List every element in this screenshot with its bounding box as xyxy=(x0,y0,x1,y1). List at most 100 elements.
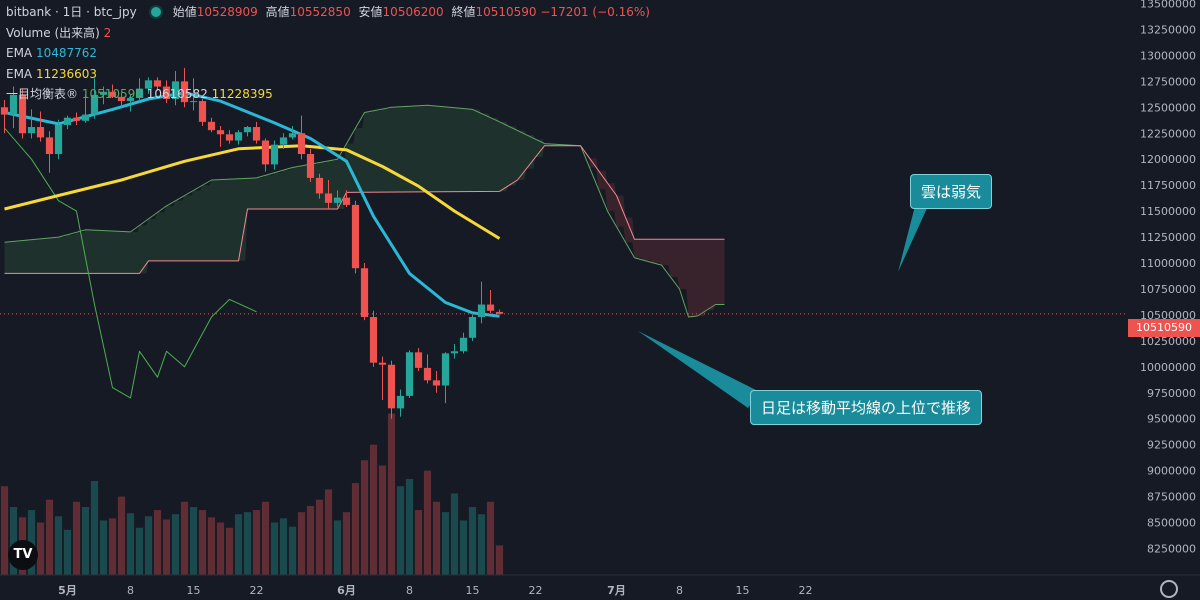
volume-bar xyxy=(333,520,342,575)
time-tick-label-2: 15 xyxy=(187,584,201,597)
candle-down xyxy=(216,130,225,135)
volume-bar xyxy=(225,527,234,575)
ichimoku-chikou-line xyxy=(4,127,257,399)
candle-down xyxy=(414,352,423,368)
volume-bar xyxy=(45,499,54,575)
volume-bar xyxy=(153,510,162,575)
candle-up xyxy=(279,137,288,145)
candle-down xyxy=(324,193,333,203)
candle-down xyxy=(36,127,45,138)
price-tick-label-16: 12250000 xyxy=(1140,127,1196,140)
volume-label: Volume (出来高) xyxy=(6,25,100,40)
volume-bar xyxy=(171,514,180,575)
time-tick-label-5: 8 xyxy=(406,584,413,597)
candle-up xyxy=(441,353,450,386)
price-tick-label-6: 9750000 xyxy=(1147,387,1196,400)
ichimoku-cloud xyxy=(4,105,725,317)
candle-down xyxy=(162,86,171,100)
cloud-bullish-area xyxy=(4,105,588,274)
legend-ema-long-row[interactable]: EMA 11236603 xyxy=(6,64,650,85)
candle-up xyxy=(135,88,144,98)
legend-volume-row[interactable]: Volume (出来高) 2 xyxy=(6,23,650,44)
time-tick-label-8: 7月 xyxy=(607,584,626,597)
price-tick-label-20: 13250000 xyxy=(1140,23,1196,36)
volume-bar xyxy=(261,501,270,575)
ichimoku-label: 一目均衡表 xyxy=(6,87,67,101)
candle-up xyxy=(396,395,405,409)
close-label: 終値 xyxy=(451,5,476,19)
candle-down xyxy=(252,127,261,141)
last-price-tag: 10510590 xyxy=(1128,319,1200,337)
candle-down xyxy=(180,81,189,103)
volume-bar xyxy=(99,520,108,575)
change-value: −17201 (−0.16%) xyxy=(540,5,650,19)
ichimoku-value-3: 11228395 xyxy=(211,87,273,101)
market-status-icon xyxy=(150,7,161,17)
volume-bar xyxy=(189,506,198,575)
volume-bar xyxy=(495,545,504,575)
price-tick-label-4: 9250000 xyxy=(1147,439,1196,452)
candle-down xyxy=(297,133,306,155)
candle-up xyxy=(171,81,180,100)
candle-up xyxy=(81,114,90,121)
high-label: 高値 xyxy=(265,5,290,19)
volume-bar xyxy=(441,512,450,575)
volume-bar xyxy=(378,465,387,575)
price-tick-label-7: 10000000 xyxy=(1140,361,1196,374)
candle-up xyxy=(144,80,153,89)
candle-down xyxy=(360,268,369,318)
volume-bar xyxy=(351,483,360,575)
candle-down xyxy=(117,96,126,102)
candle-down xyxy=(18,94,27,134)
open-label: 始値 xyxy=(172,5,197,19)
cloud-annotation[interactable]: 雲は弱気 xyxy=(910,174,993,209)
registered-mark-icon: ® xyxy=(66,87,79,101)
candle-up xyxy=(405,352,414,396)
time-tick-label-7: 22 xyxy=(529,584,543,597)
price-tick-label-1: 8500000 xyxy=(1147,517,1196,530)
ema-long-label: EMA xyxy=(6,66,33,81)
ichimoku-span-a-line xyxy=(4,104,725,318)
candle-down xyxy=(108,91,117,97)
volume-bar xyxy=(126,513,135,575)
time-tick-label-4: 6月 xyxy=(337,584,356,597)
legend-ema-short-row[interactable]: EMA 10487762 xyxy=(6,43,650,64)
price-tick-label-18: 12750000 xyxy=(1140,75,1196,88)
price-tick-label-3: 9000000 xyxy=(1147,465,1196,478)
cloud-callout-pointer xyxy=(898,206,928,272)
volume-bar xyxy=(180,501,189,575)
candle-up xyxy=(90,94,99,115)
ichimoku-value-2: 10610582 xyxy=(146,87,208,101)
candle-up xyxy=(189,101,198,103)
volume-bar xyxy=(234,514,243,575)
candle-down xyxy=(486,304,495,311)
volume-bar xyxy=(63,529,72,575)
volume-bar xyxy=(297,512,306,575)
volume-bar xyxy=(162,519,171,575)
volume-bar xyxy=(9,506,18,575)
price-tick-label-12: 11250000 xyxy=(1140,231,1196,244)
volume-bar xyxy=(468,506,477,575)
ema-short-value: 10487762 xyxy=(35,46,98,60)
candle-down xyxy=(0,107,9,115)
volume-bar xyxy=(486,501,495,575)
symbol-title[interactable]: bitbank · 1日 · btc_jpy xyxy=(6,5,137,19)
cloud-bearish-area xyxy=(589,158,725,317)
close-value: 10510590 xyxy=(475,5,537,19)
volume-bar xyxy=(396,486,405,575)
candle-up xyxy=(9,94,18,115)
ema-long-value: 11236603 xyxy=(35,66,98,81)
candle-up xyxy=(333,197,342,203)
candle-up xyxy=(99,91,108,95)
ema-annotation[interactable]: 日足は移動平均線の上位で推移 xyxy=(750,390,983,425)
gear-icon[interactable] xyxy=(1160,580,1178,598)
legend-symbol-row: bitbank · 1日 · btc_jpy 始値10528909 高値10552… xyxy=(6,2,650,23)
price-tick-label-11: 11000000 xyxy=(1140,257,1196,270)
time-tick-label-6: 15 xyxy=(466,584,480,597)
legend-ichimoku-row[interactable]: 一目均衡表® 10510590 10610582 11228395 xyxy=(6,84,650,105)
candle-down xyxy=(45,137,54,155)
volume-bar xyxy=(144,516,153,575)
volume-bar xyxy=(414,510,423,575)
tradingview-logo-icon[interactable]: TV xyxy=(8,540,38,570)
